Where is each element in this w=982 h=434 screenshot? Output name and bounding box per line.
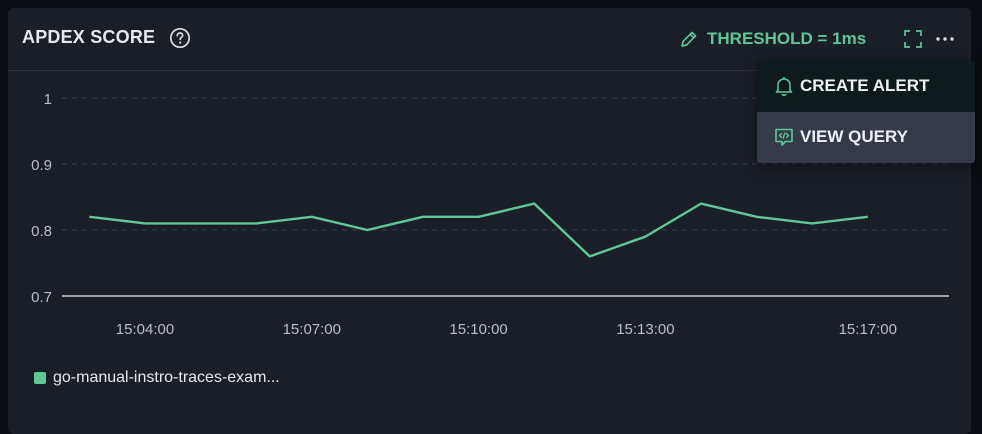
view-query-label: VIEW QUERY [800, 127, 908, 146]
create-alert-label: CREATE ALERT [800, 76, 930, 95]
pencil-icon [681, 31, 697, 47]
chart-legend[interactable]: go-manual-instro-traces-exam... [34, 369, 280, 387]
create-alert-menu-item[interactable]: CREATE ALERT [757, 61, 975, 112]
panel-title: APDEX SCORE [22, 27, 156, 47]
x-tick-label: 15:07:00 [283, 321, 341, 338]
y-tick-label: 0.9 [31, 157, 52, 174]
apdex-line-chart: 1 0.9 0.8 0.7 15:04:00 15:07:00 15:10:00 15:13:… [31, 91, 949, 338]
y-tick-label: 0.7 [31, 289, 52, 306]
x-tick-label: 15:10:00 [449, 321, 507, 338]
threshold-label: THRESHOLD = 1ms [707, 29, 867, 48]
legend-label: go-manual-instro-traces-exam... [53, 369, 280, 386]
x-tick-label: 15:17:00 [839, 321, 897, 338]
x-tick-label: 15:04:00 [116, 321, 174, 338]
fullscreen-icon[interactable] [903, 29, 923, 49]
threshold-button[interactable]: THRESHOLD = 1ms [679, 27, 866, 51]
bell-icon [775, 77, 793, 97]
x-tick-label: 15:13:00 [616, 321, 674, 338]
help-icon[interactable] [169, 27, 191, 49]
view-query-menu-item[interactable]: VIEW QUERY [757, 112, 975, 163]
options-dropdown-menu: CREATE ALERT VIEW QUERY [757, 61, 975, 163]
legend-swatch [34, 372, 46, 384]
code-icon [775, 128, 793, 146]
more-options-icon[interactable] [935, 29, 955, 49]
panel-header: APDEX SCORE THRESHOLD = 1ms [8, 8, 971, 71]
y-tick-label: 1 [44, 91, 52, 108]
y-tick-label: 0.8 [31, 223, 52, 240]
